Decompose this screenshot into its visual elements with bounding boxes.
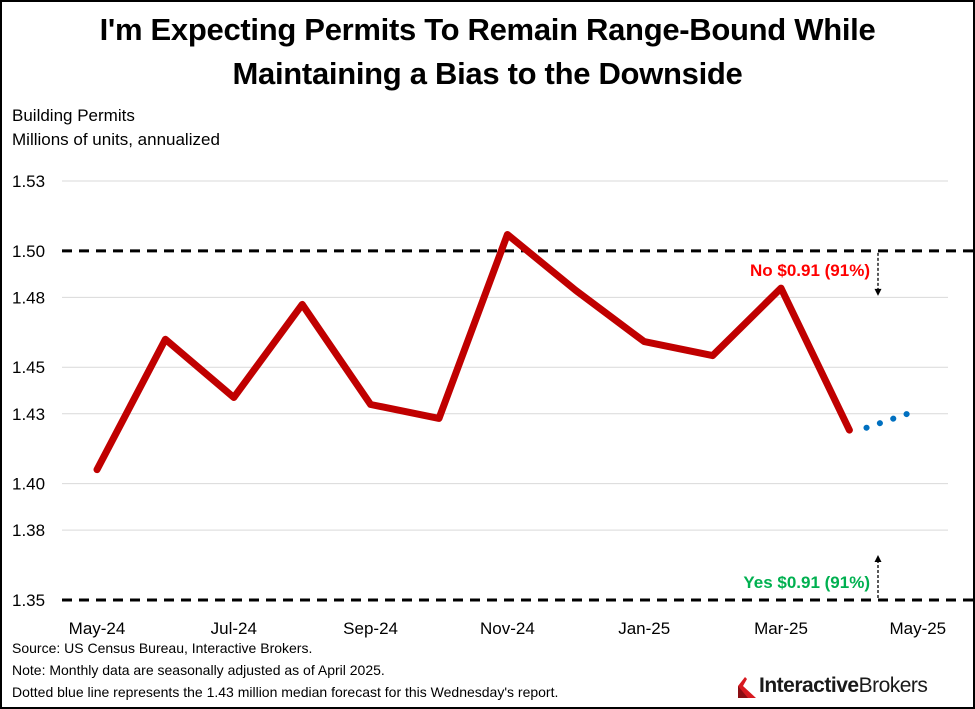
- x-tick-label: Sep-24: [343, 619, 398, 638]
- x-tick-label: Jul-24: [211, 619, 257, 638]
- x-tick-label: Jan-25: [618, 619, 670, 638]
- chart-title-line1: I'm Expecting Permits To Remain Range-Bo…: [99, 12, 876, 47]
- y-tick-label: 1.50: [12, 242, 45, 261]
- x-tick-label: May-25: [889, 619, 946, 638]
- adjustment-note: Note: Monthly data are seasonally adjust…: [12, 662, 385, 678]
- series-line-median-forecast: [863, 410, 911, 431]
- data-point: [575, 289, 577, 291]
- no-arrow-head: [874, 288, 882, 296]
- x-tick-label: May-24: [69, 619, 126, 638]
- yes-arrow-head: [874, 555, 882, 562]
- y-tick-label: 1.45: [12, 358, 45, 377]
- chart-subtitle-series: Building Permits: [12, 106, 135, 125]
- logo-text-interactive: Interactive: [759, 674, 859, 697]
- data-point: [848, 429, 850, 431]
- y-tick-label: 1.48: [12, 288, 45, 307]
- forecast-note: Dotted blue line represents the 1.43 mil…: [12, 684, 559, 700]
- yes-label: Yes $0.91 (91%): [743, 573, 870, 592]
- data-point: [506, 234, 508, 236]
- y-tick-label: 1.43: [12, 405, 45, 424]
- y-tick-label: 1.53: [12, 172, 45, 191]
- data-point: [780, 287, 782, 289]
- interactive-brokers-logo: Interactive Brokers: [735, 671, 928, 701]
- data-point: [712, 355, 714, 357]
- y-tick-label: 1.40: [12, 475, 45, 494]
- y-tick-label: 1.35: [12, 591, 45, 610]
- x-tick-label: Mar-25: [754, 619, 808, 638]
- data-point: [643, 341, 645, 343]
- source-note: Source: US Census Bureau, Interactive Br…: [12, 640, 313, 656]
- data-point: [233, 396, 235, 398]
- no-label: No $0.91 (91%): [750, 261, 870, 280]
- data-point: [301, 303, 303, 305]
- logo-text-brokers: Brokers: [858, 674, 928, 697]
- chart-title-line2: Maintaining a Bias to the Downside: [232, 56, 743, 91]
- y-tick-label: 1.38: [12, 521, 45, 540]
- ib-logo-icon: [738, 677, 756, 698]
- data-point: [370, 403, 372, 405]
- data-point: [96, 469, 98, 471]
- data-point: [164, 338, 166, 340]
- chart-subtitle-units: Millions of units, annualized: [12, 130, 220, 149]
- series-line-building-permits: [93, 231, 853, 474]
- x-tick-label: Nov-24: [480, 619, 535, 638]
- data-point: [438, 417, 440, 419]
